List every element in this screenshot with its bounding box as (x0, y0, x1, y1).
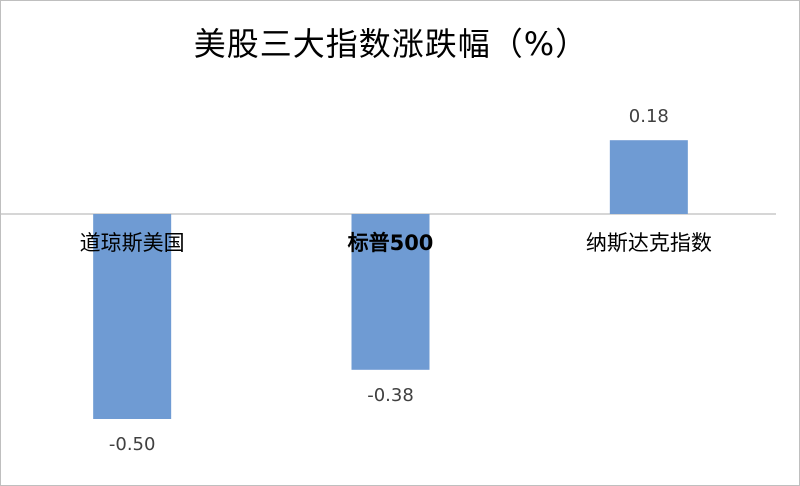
bar-2 (609, 140, 688, 214)
chart-title: 美股三大指数涨跌幅（%） (193, 25, 589, 63)
data-label-0: -0.50 (109, 434, 156, 455)
category-label-0: 道琼斯美国 (80, 231, 185, 255)
data-label-1: -0.38 (367, 385, 414, 406)
data-label-2: 0.18 (629, 106, 669, 127)
category-label-2: 纳斯达克指数 (586, 231, 712, 255)
bar-1 (351, 214, 430, 370)
category-label-1: 标普500 (348, 231, 434, 255)
bar-0 (93, 214, 172, 419)
